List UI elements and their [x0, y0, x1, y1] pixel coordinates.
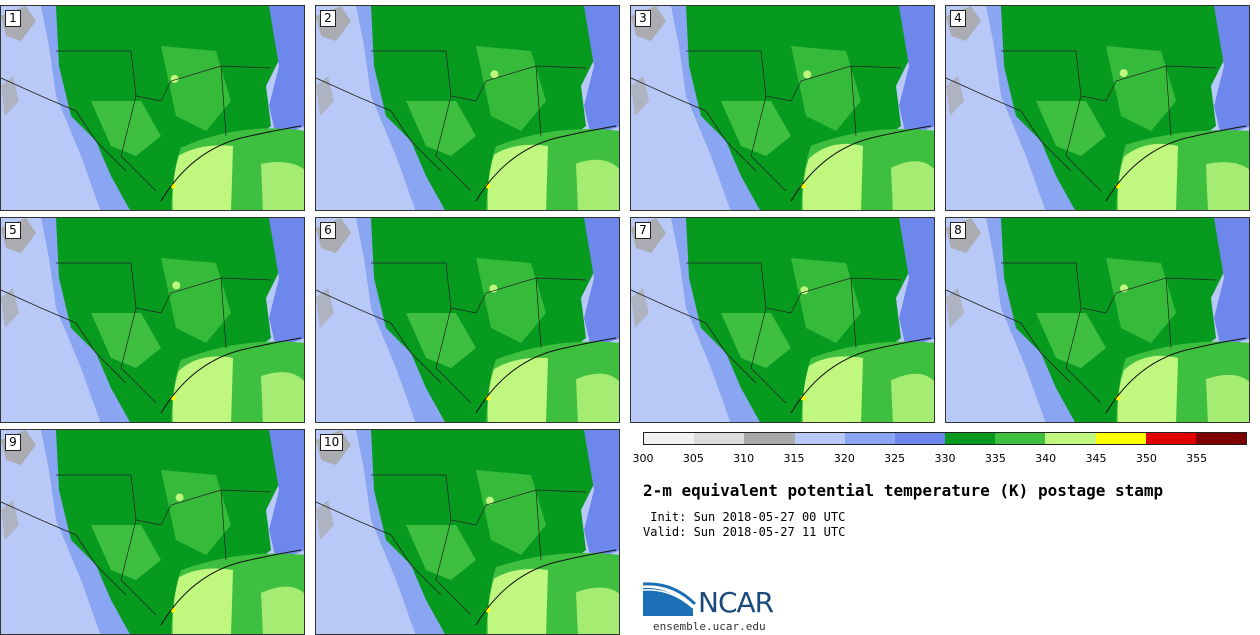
colorbar-tick-label: 330	[934, 452, 956, 465]
colorbar-segment	[744, 433, 795, 444]
map-panel-1[interactable]: 1	[0, 5, 305, 211]
colorbar-segment	[794, 433, 845, 444]
map-panel-5[interactable]: 5	[0, 217, 305, 423]
panel-number: 5	[5, 222, 21, 239]
map-panel-9[interactable]: 9	[0, 429, 305, 635]
panel-number: 4	[950, 10, 966, 27]
colorbar	[643, 432, 1247, 445]
colorbar-tick-label: 300	[632, 452, 654, 465]
colorbar-segment	[844, 433, 895, 444]
colorbar-segment	[1045, 433, 1096, 444]
colorbar-tick-label: 340	[1035, 452, 1057, 465]
colorbar-segment	[1145, 433, 1196, 444]
map-title: 2-m equivalent potential temperature (K)…	[643, 481, 1164, 500]
colorbar-tick-label: 350	[1135, 452, 1157, 465]
colorbar-tick-label: 305	[682, 452, 704, 465]
panel-number: 7	[635, 222, 651, 239]
panel-number: 1	[5, 10, 21, 27]
colorbar-segment	[644, 433, 695, 444]
panel-number: 6	[320, 222, 336, 239]
colorbar-tick-label: 355	[1186, 452, 1208, 465]
colorbar-tick-label: 345	[1085, 452, 1107, 465]
colorbar-tick-label: 325	[884, 452, 906, 465]
map-panel-7[interactable]: 7	[630, 217, 935, 423]
map-panel-8[interactable]: 8	[945, 217, 1250, 423]
map-panel-4[interactable]: 4	[945, 5, 1250, 211]
valid-time: Valid: Sun 2018-05-27 11 UTC	[643, 525, 846, 539]
colorbar-tick-label: 315	[783, 452, 805, 465]
colorbar-segment	[1195, 433, 1247, 444]
map-panel-3[interactable]: 3	[630, 5, 935, 211]
panel-number: 2	[320, 10, 336, 27]
ncar-logo-text: NCAR	[698, 586, 774, 619]
map-panel-2[interactable]: 2	[315, 5, 620, 211]
site-url[interactable]: ensemble.ucar.edu	[653, 620, 766, 633]
colorbar-segment	[894, 433, 946, 444]
colorbar-segment	[995, 433, 1046, 444]
ncar-logo-icon	[643, 582, 697, 616]
colorbar-segment	[694, 433, 745, 444]
colorbar-segment	[945, 433, 996, 444]
map-panel-10[interactable]: 10	[315, 429, 620, 635]
map-panel-6[interactable]: 6	[315, 217, 620, 423]
colorbar-tick-label: 320	[833, 452, 855, 465]
colorbar-tick-label: 335	[984, 452, 1006, 465]
colorbar-segment	[1095, 433, 1146, 444]
panel-number: 9	[5, 434, 21, 451]
panel-number: 3	[635, 10, 651, 27]
init-time: Init: Sun 2018-05-27 00 UTC	[643, 510, 846, 524]
panel-number: 8	[950, 222, 966, 239]
colorbar-tick-label: 310	[733, 452, 755, 465]
panel-number: 10	[320, 434, 344, 451]
